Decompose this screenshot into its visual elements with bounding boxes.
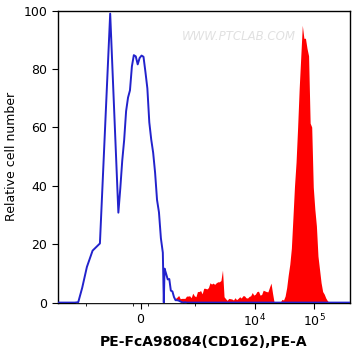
X-axis label: PE-FcA98084(CD162),PE-A: PE-FcA98084(CD162),PE-A (100, 335, 308, 349)
Text: WWW.PTCLAB.COM: WWW.PTCLAB.COM (182, 31, 296, 43)
Y-axis label: Relative cell number: Relative cell number (5, 92, 18, 221)
